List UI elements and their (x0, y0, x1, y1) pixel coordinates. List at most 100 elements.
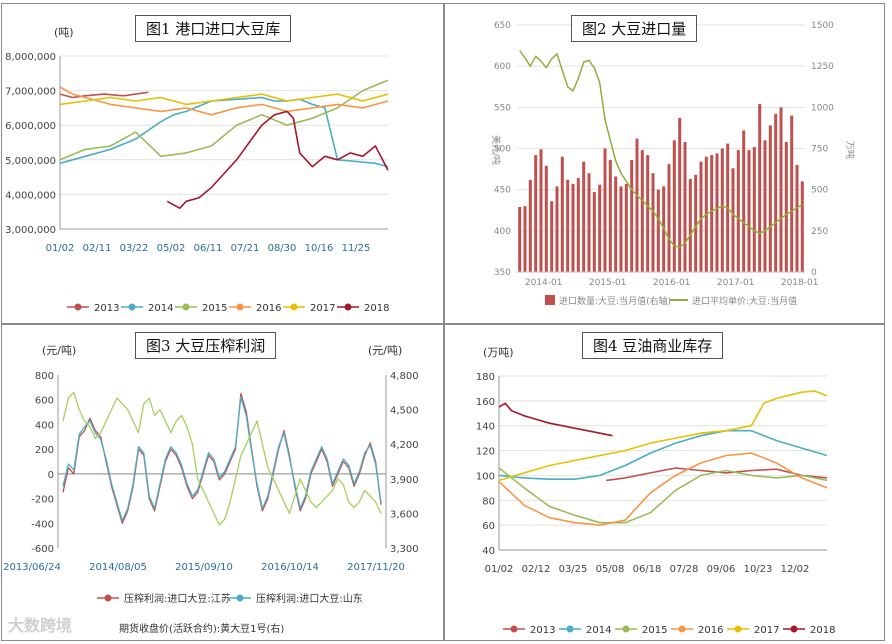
x-tick-label: 10/23 (744, 564, 773, 575)
y-left-tick-label: 800 (35, 371, 54, 382)
x-tick-label: 2016/10/14 (261, 562, 319, 573)
y-axis-unit-right: (元/吨) (368, 344, 403, 357)
y-right-tick-label: 0 (811, 268, 817, 278)
y-tick-label: 80 (482, 496, 495, 507)
chart-title: 图2 大豆进口量 (571, 15, 698, 42)
watermark-text: 大数跨境 (8, 616, 73, 635)
import-volume-bar (624, 183, 628, 272)
legend-bar-swatch (545, 295, 555, 305)
series-line-2015 (59, 79, 389, 161)
x-tick-label: 2016-01 (653, 278, 691, 288)
x-tick-label: 05/02 (157, 243, 186, 254)
x-tick-label: 06/11 (194, 243, 223, 254)
import-volume-bar (640, 150, 644, 272)
y-right-tick-label: 1000 (811, 103, 834, 113)
y-axis-unit: (万吨) (483, 346, 514, 359)
legend-marker-2013 (510, 625, 518, 633)
legend-label-2013: 2013 (94, 303, 119, 314)
import-volume-bar (608, 160, 612, 272)
legend-label-2017: 2017 (310, 303, 335, 314)
y-right-tick-label: 4,800 (390, 371, 419, 382)
y-right-tick-label: 3,300 (390, 544, 419, 555)
y-right-tick-label: 3,600 (390, 509, 419, 520)
x-tick-label: 2017/11/20 (347, 562, 405, 573)
legend-marker-jiangsu (104, 594, 112, 602)
series-line (62, 396, 382, 522)
import-volume-bar (598, 184, 602, 272)
import-volume-bar (544, 165, 548, 272)
legend-label-shandong: 压榨利润:进口大豆:山东 (256, 592, 363, 605)
import-volume-bar (528, 179, 532, 272)
y-left-tick-label: 450 (494, 186, 511, 196)
legend-marker-2013 (74, 303, 82, 311)
y-tick-label: 100 (476, 471, 495, 482)
legend-label-futures: 期货收盘价(活跃合约):黄大豆1号(右) (119, 622, 284, 635)
x-tick-label: 02/12 (522, 564, 551, 575)
import-volume-bar (603, 148, 607, 272)
import-volume-bar (779, 107, 783, 272)
legend-marker-shandong (236, 594, 244, 602)
series-line (62, 391, 382, 526)
y-left-tick-label: 400 (35, 420, 54, 431)
series-line-2018 (166, 110, 389, 209)
import-volume-bar (678, 118, 682, 272)
x-tick-label: 2014-01 (525, 278, 563, 288)
x-tick-label: 2013/06/24 (3, 562, 61, 573)
chart-title: 图1 港口进口大豆库 (135, 15, 292, 42)
x-tick-label: 07/21 (231, 243, 260, 254)
legend-marker-2018 (344, 303, 352, 311)
legend-label-2016: 2016 (256, 303, 281, 314)
y-right-tick-label: 500 (811, 186, 828, 196)
legend-marker-2014 (128, 303, 136, 311)
import-volume-bar (768, 125, 772, 273)
chart-panel-soyoil-stock: 180 160 140 120 100 80 60 40 01/02 02/12 03/25 05/0… (444, 324, 885, 641)
import-volume-bar (715, 153, 719, 272)
series-line-2014 (498, 429, 828, 480)
import-volume-bar (523, 206, 527, 272)
x-tick-label: 07/28 (670, 564, 699, 575)
import-volume-bar (550, 201, 554, 272)
import-volume-bar (763, 140, 767, 272)
y-tick-label: 160 (476, 397, 495, 408)
y-left-tick-label: 650 (494, 21, 511, 31)
y-right-tick-label: 250 (811, 227, 828, 237)
y-right-tick-label: 1250 (811, 62, 834, 72)
x-tick-label: 2015-01 (589, 278, 627, 288)
import-volume-bar (747, 150, 751, 272)
series-line (62, 392, 382, 524)
legend-marker-2015 (622, 625, 630, 633)
import-volume-bar (534, 155, 538, 272)
y-left-tick-label: 550 (494, 103, 511, 113)
import-volume-bar (720, 148, 724, 272)
import-volume-bar (694, 174, 698, 272)
import-volume-bar (630, 160, 634, 272)
x-tick-label: 2014/08/05 (89, 562, 147, 573)
y-tick-label: 3,000,000 (5, 225, 56, 236)
y-right-tick-label: 4,500 (390, 406, 419, 417)
y-tick-label: 140 (476, 422, 495, 433)
legend-line-label: 进口平均单价:大豆:当月值 (692, 295, 797, 307)
import-volume-bar (710, 155, 714, 272)
y-tick-label: 40 (482, 546, 495, 557)
x-tick-label: 05/08 (596, 564, 625, 575)
y-left-tick-label: 0 (48, 470, 54, 481)
y-tick-label: 60 (482, 521, 495, 532)
import-volume-bar (656, 189, 660, 272)
chart-port-soybean-stock: 8,000,000 7,000,000 6,000,000 5,000,000 4,00… (5, 52, 389, 314)
legend-label-2018: 2018 (364, 303, 389, 314)
y-left-tick-label: 200 (35, 445, 54, 456)
import-volume-bar (635, 138, 639, 272)
legend-label-jiangsu: 压榨利润:进口大豆:江苏 (124, 592, 231, 605)
y-left-tick-label: 600 (35, 396, 54, 407)
legend-marker-2014 (566, 625, 574, 633)
y-tick-label: 4,000,000 (5, 190, 56, 201)
x-tick-label: 03/25 (559, 564, 588, 575)
series-line-2016 (498, 452, 828, 526)
import-volume-bar (667, 164, 671, 272)
import-volume-bar (784, 141, 788, 272)
y-tick-label: 120 (476, 447, 495, 458)
y-left-tick-label: -600 (31, 544, 54, 555)
legend-marker-2016 (236, 303, 244, 311)
import-volume-bar (571, 183, 575, 272)
import-volume-bar (758, 104, 762, 272)
